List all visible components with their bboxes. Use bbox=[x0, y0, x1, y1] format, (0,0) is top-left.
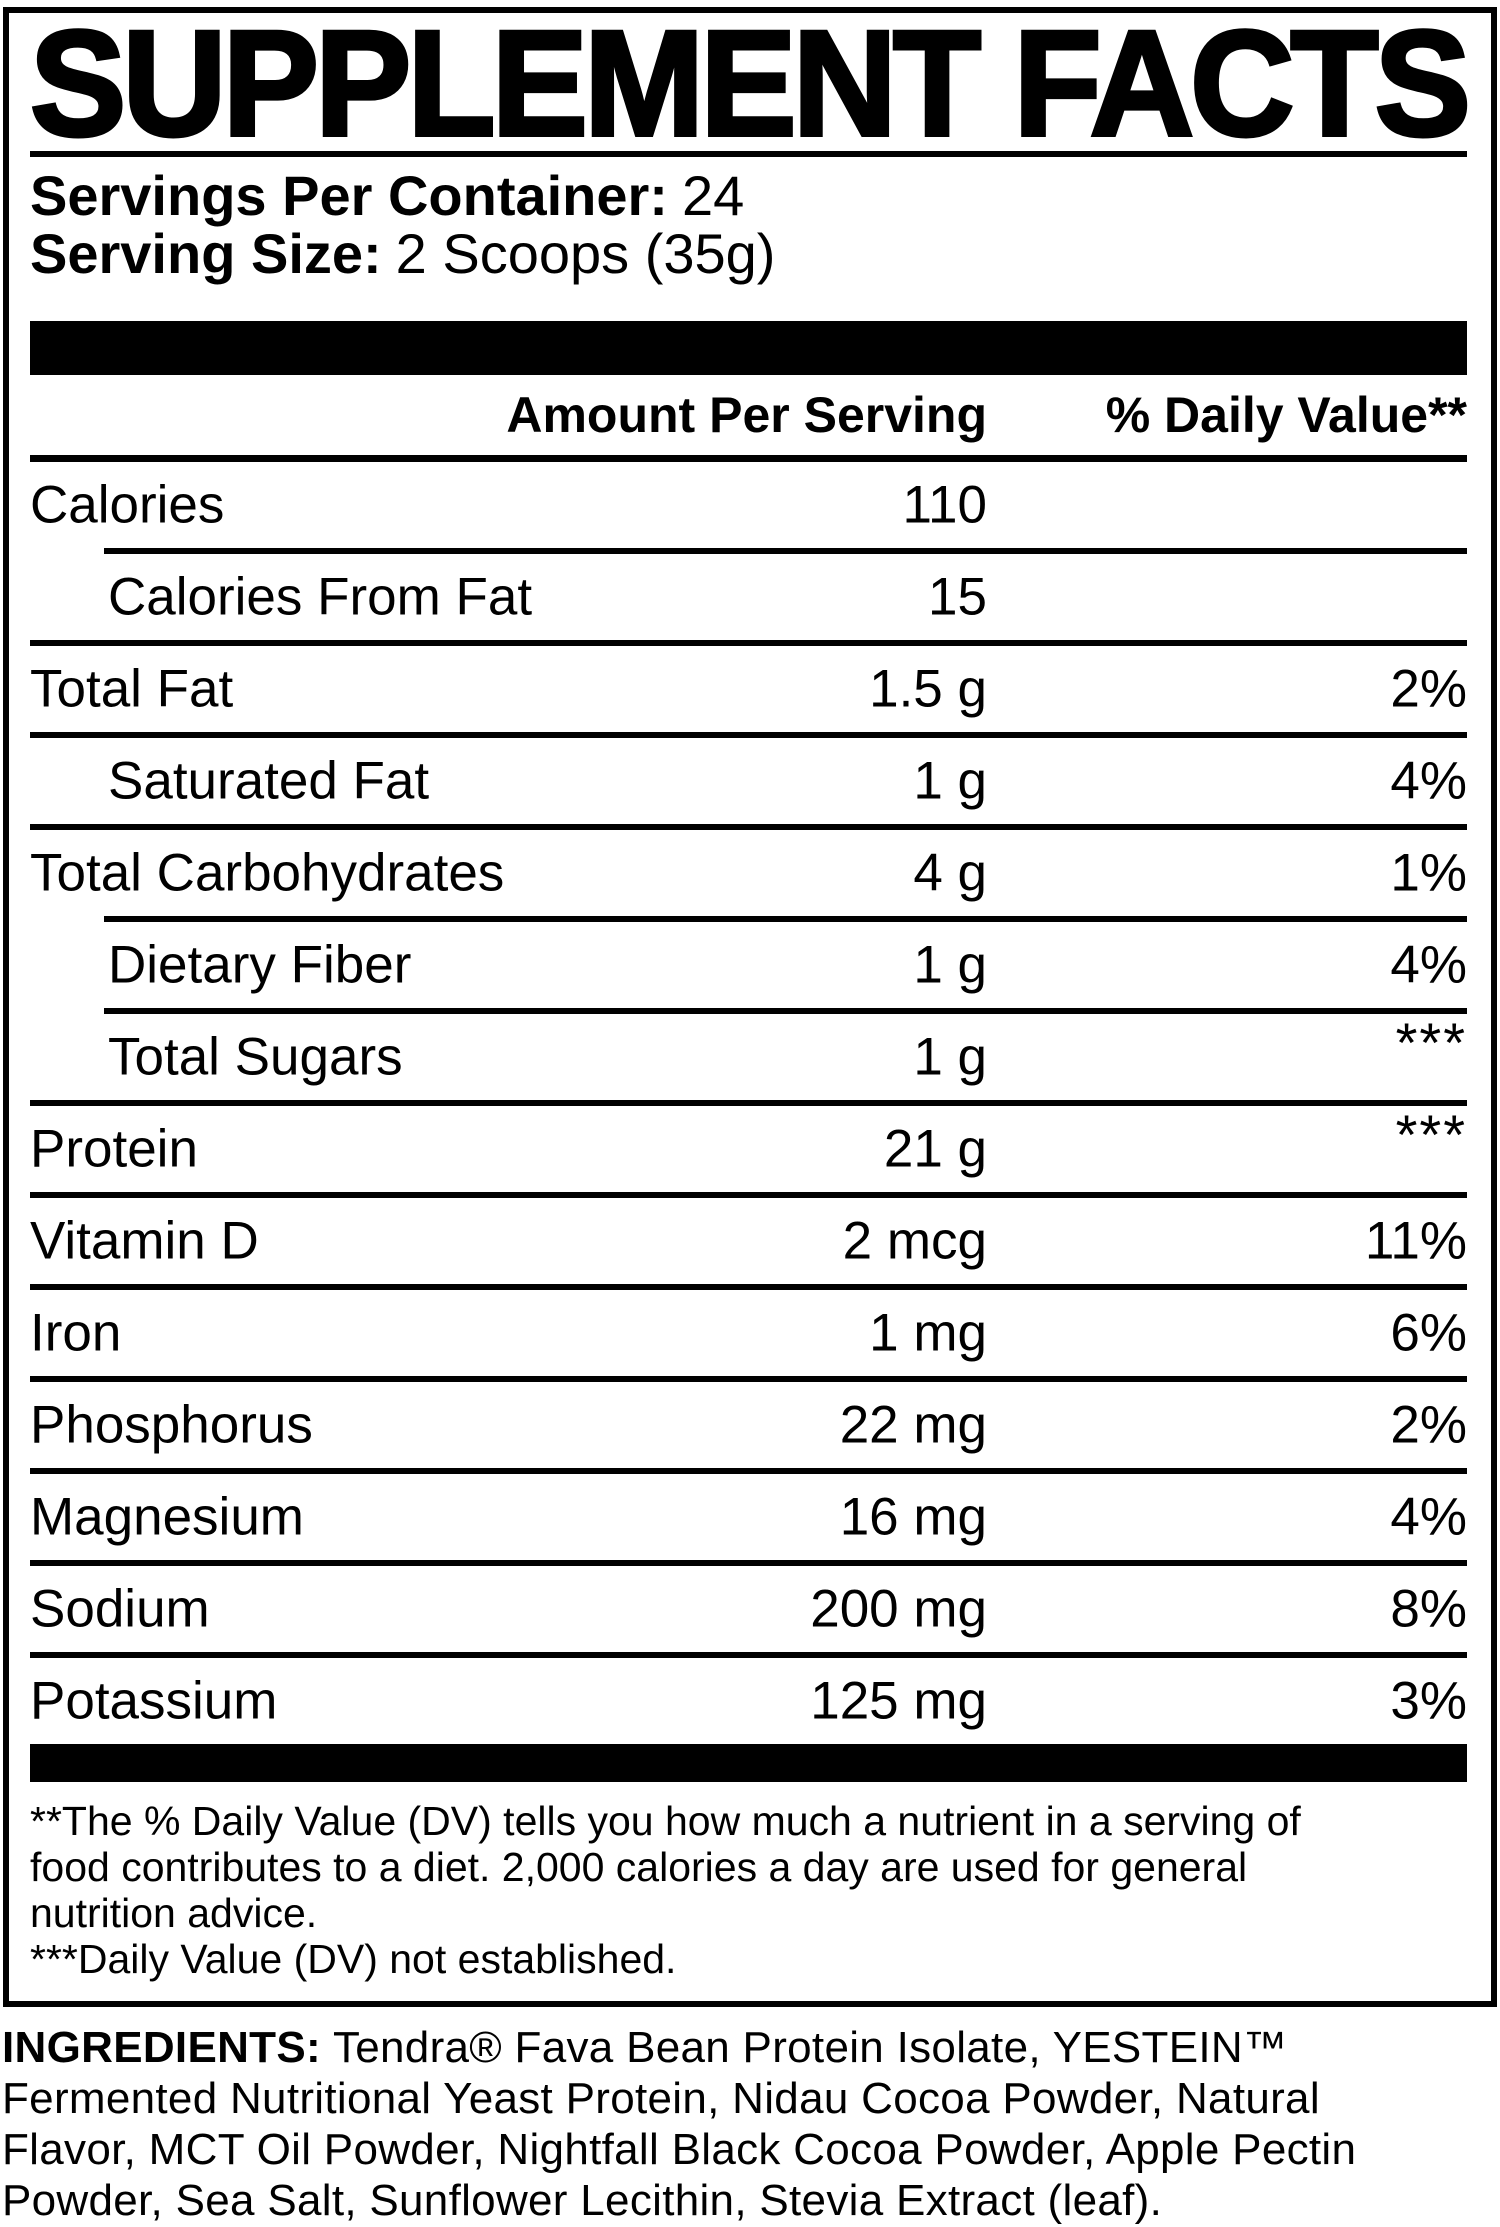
serving-info: Servings Per Container: 24 Serving Size: 2… bbox=[30, 167, 1467, 283]
nutrient-dv: 8% bbox=[1390, 1579, 1467, 1639]
ingredients-section: INGREDIENTS: Tendra® Fava Bean Protein Is… bbox=[2, 2022, 1498, 2226]
nutrient-name: Calories bbox=[30, 475, 225, 535]
row-dietary-fiber: Dietary Fiber 1 g 4% bbox=[30, 922, 1467, 1008]
nutrient-dv: 1% bbox=[1390, 843, 1467, 903]
nutrient-amount: 1.5 g bbox=[869, 659, 987, 719]
serving-size-label: Serving Size: bbox=[30, 222, 382, 285]
ingredients-line: Fermented Nutritional Yeast Protein, Nid… bbox=[2, 2074, 1320, 2123]
row-potassium: Potassium 125 mg 3% bbox=[30, 1658, 1467, 1744]
panel-title-text: SUPPLEMENT FACTS bbox=[28, 0, 1473, 167]
row-divider bbox=[30, 1376, 1467, 1382]
amount-per-serving-header: Amount Per Serving bbox=[506, 387, 987, 443]
footnote-line: nutrition advice. bbox=[30, 1890, 318, 1936]
nutrient-amount: 1 g bbox=[913, 1027, 987, 1087]
row-divider bbox=[30, 824, 1467, 830]
row-divider bbox=[30, 732, 1467, 738]
nutrient-name: Saturated Fat bbox=[108, 751, 430, 811]
nutrient-name: Sodium bbox=[30, 1579, 210, 1639]
footnote-line: **The % Daily Value (DV) tells you how m… bbox=[30, 1798, 1301, 1844]
nutrient-dv: 2% bbox=[1390, 659, 1467, 719]
row-divider bbox=[104, 548, 1467, 554]
nutrient-amount: 21 g bbox=[883, 1119, 987, 1179]
title-divider bbox=[30, 151, 1467, 157]
footnote-line: food contributes to a diet. 2,000 calori… bbox=[30, 1844, 1248, 1890]
nutrient-amount: 1 mg bbox=[869, 1303, 987, 1363]
nutrient-name: Calories From Fat bbox=[108, 567, 533, 627]
nutrient-dv: 3% bbox=[1390, 1671, 1467, 1731]
nutrient-amount: 22 mg bbox=[839, 1395, 987, 1455]
servings-per-container-line: Servings Per Container: 24 bbox=[30, 167, 1467, 225]
nutrient-amount: 125 mg bbox=[810, 1671, 987, 1731]
nutrient-name: Phosphorus bbox=[30, 1395, 313, 1455]
nutrient-dv: *** bbox=[1395, 1011, 1467, 1074]
nutrient-name: Total Sugars bbox=[108, 1027, 403, 1087]
supplement-facts-panel: SUPPLEMENT FACTS Servings Per Container:… bbox=[3, 0, 1497, 2007]
nutrient-amount: 16 mg bbox=[839, 1487, 987, 1547]
nutrient-amount: 200 mg bbox=[810, 1579, 987, 1639]
section-divider-bar-top bbox=[30, 321, 1467, 375]
row-sodium: Sodium 200 mg 8% bbox=[30, 1566, 1467, 1652]
nutrient-name: Magnesium bbox=[30, 1487, 304, 1547]
nutrient-name: Potassium bbox=[30, 1671, 278, 1731]
row-divider bbox=[30, 1468, 1467, 1474]
table-header: Amount Per Serving % Daily Value** bbox=[30, 375, 1467, 455]
row-saturated-fat: Saturated Fat 1 g 4% bbox=[30, 738, 1467, 824]
row-divider bbox=[30, 640, 1467, 646]
ingredients-text: Tendra® Fava Bean Protein Isolate, YESTE… bbox=[332, 2023, 1288, 2072]
nutrient-dv: 4% bbox=[1390, 751, 1467, 811]
nutrient-amount: 4 g bbox=[913, 843, 987, 903]
nutrient-dv: 4% bbox=[1390, 935, 1467, 995]
table-header-divider bbox=[30, 455, 1467, 462]
nutrient-name: Protein bbox=[30, 1119, 198, 1179]
nutrient-amount: 110 bbox=[902, 475, 988, 535]
row-calories-from-fat: Calories From Fat 15 bbox=[30, 554, 1467, 640]
nutrient-dv: 4% bbox=[1390, 1487, 1467, 1547]
ingredients-line: Powder, Sea Salt, Sunflower Lecithin, St… bbox=[2, 2176, 1163, 2225]
nutrient-amount: 1 g bbox=[913, 751, 987, 811]
row-total-fat: Total Fat 1.5 g 2% bbox=[30, 646, 1467, 732]
daily-value-header: % Daily Value** bbox=[1105, 387, 1467, 443]
nutrient-name: Iron bbox=[30, 1303, 122, 1363]
nutrient-name: Vitamin D bbox=[30, 1211, 259, 1271]
ingredients-label: INGREDIENTS: bbox=[2, 2023, 321, 2072]
daily-value-footnote: **The % Daily Value (DV) tells you how m… bbox=[30, 1782, 1467, 1982]
nutrient-amount: 2 mcg bbox=[842, 1211, 987, 1271]
row-calories: Calories 110 bbox=[30, 462, 1467, 548]
footnote-line: ***Daily Value (DV) not established. bbox=[30, 1936, 677, 1982]
row-vitamin-d: Vitamin D 2 mcg 11% bbox=[30, 1198, 1467, 1284]
panel-title: SUPPLEMENT FACTS bbox=[28, 0, 1473, 167]
nutrient-name: Total Carbohydrates bbox=[30, 843, 505, 903]
nutrient-amount: 1 g bbox=[913, 935, 987, 995]
row-divider bbox=[104, 1008, 1467, 1014]
row-divider bbox=[104, 916, 1467, 922]
nutrient-name: Total Fat bbox=[30, 659, 234, 719]
row-total-carbohydrates: Total Carbohydrates 4 g 1% bbox=[30, 830, 1467, 916]
serving-size-line: Serving Size: 2 Scoops (35g) bbox=[30, 225, 1467, 283]
row-iron: Iron 1 mg 6% bbox=[30, 1290, 1467, 1376]
row-magnesium: Magnesium 16 mg 4% bbox=[30, 1474, 1467, 1560]
row-divider bbox=[30, 1192, 1467, 1198]
nutrient-name: Dietary Fiber bbox=[108, 935, 412, 995]
section-divider-bar-bottom bbox=[30, 1744, 1467, 1782]
servings-per-container-label: Servings Per Container: bbox=[30, 164, 668, 227]
row-divider bbox=[30, 1560, 1467, 1566]
nutrient-dv: 6% bbox=[1390, 1303, 1467, 1363]
servings-per-container-value: 24 bbox=[681, 164, 745, 227]
serving-size-value: 2 Scoops (35g) bbox=[395, 222, 776, 285]
row-phosphorus: Phosphorus 22 mg 2% bbox=[30, 1382, 1467, 1468]
row-divider bbox=[30, 1652, 1467, 1658]
nutrient-amount: 15 bbox=[928, 567, 987, 627]
nutrient-dv: 11% bbox=[1364, 1211, 1467, 1271]
nutrient-dv: *** bbox=[1395, 1103, 1467, 1166]
row-divider bbox=[30, 1284, 1467, 1290]
nutrient-dv: 2% bbox=[1390, 1395, 1467, 1455]
row-divider bbox=[30, 1100, 1467, 1106]
ingredients-line: INGREDIENTS: Tendra® Fava Bean Protein Is… bbox=[2, 2022, 1498, 2073]
row-total-sugars: Total Sugars 1 g *** bbox=[30, 1011, 1467, 1100]
ingredients-line: Flavor, MCT Oil Powder, Nightfall Black … bbox=[2, 2125, 1357, 2174]
row-protein: Protein 21 g *** bbox=[30, 1103, 1467, 1192]
